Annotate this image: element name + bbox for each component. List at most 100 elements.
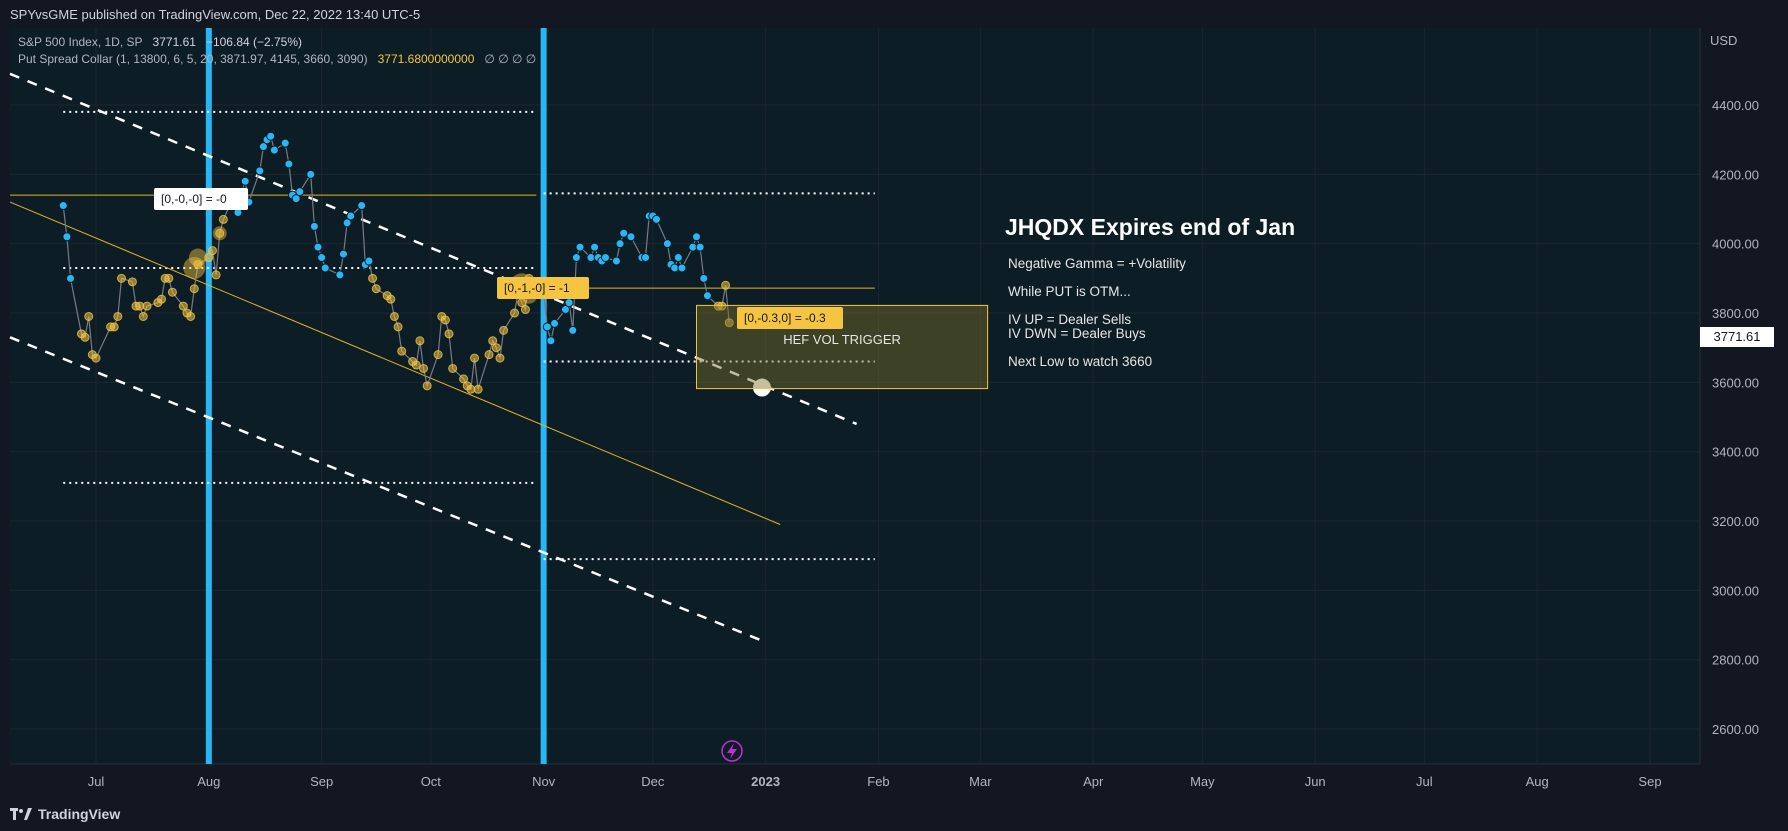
- price-point: [284, 159, 294, 169]
- price-point: [357, 201, 367, 211]
- x-tick-label: Sep: [310, 774, 333, 789]
- price-point: [306, 169, 316, 179]
- price-point: [415, 336, 425, 346]
- price-point: [611, 256, 621, 266]
- price-point: [317, 253, 327, 263]
- price-point: [568, 325, 578, 335]
- price-point: [342, 218, 352, 228]
- price-point: [386, 294, 396, 304]
- tag-2: [0,-1,-0] = -1: [504, 281, 570, 295]
- price-point: [189, 284, 199, 294]
- price-point: [80, 332, 90, 342]
- price-point: [677, 263, 687, 273]
- price-point: [499, 325, 509, 335]
- highlight-bubble: [183, 256, 206, 279]
- price-point: [564, 298, 574, 308]
- legend-symbol-row: S&P 500 Index, 1D, SP 3771.61 −106.84 (−…: [18, 34, 536, 51]
- price-point: [266, 131, 276, 141]
- price-point: [313, 242, 323, 252]
- price-point: [240, 176, 250, 186]
- flash-icon-bolt: [727, 743, 737, 759]
- price-point: [389, 311, 399, 321]
- annotation-line: Next Low to watch 3660: [1008, 354, 1152, 369]
- price-point: [419, 363, 429, 373]
- price-point: [109, 322, 119, 332]
- vol-trigger-label: HEF VOL TRIGGER: [783, 332, 901, 347]
- price-point: [411, 360, 421, 370]
- price-point: [291, 194, 301, 204]
- price-point: [626, 232, 636, 242]
- annotation-title: JHQDX Expires end of Jan: [1005, 214, 1295, 240]
- price-point: [575, 242, 585, 252]
- gold-trend-line: [9, 201, 781, 525]
- price-point: [84, 311, 94, 321]
- x-tick-label: Jun: [1305, 774, 1326, 789]
- price-point: [444, 329, 454, 339]
- price-point: [91, 353, 101, 363]
- price-point: [651, 214, 661, 224]
- price-point: [699, 273, 709, 283]
- price-point: [368, 273, 378, 283]
- price-point: [269, 145, 279, 155]
- currency-label: USD: [1710, 33, 1738, 48]
- price-point: [335, 270, 345, 280]
- price-point: [641, 253, 651, 263]
- x-tick-label: Nov: [532, 774, 556, 789]
- x-tick-label: Apr: [1083, 774, 1104, 789]
- price-point: [116, 273, 126, 283]
- price-point: [495, 353, 505, 363]
- price-point: [491, 343, 501, 353]
- y-tick-label: 4000.00: [1712, 237, 1759, 252]
- y-tick-label: 3800.00: [1712, 306, 1759, 321]
- legend-change: −106.84 (−2.75%): [205, 35, 303, 49]
- tradingview-logo[interactable]: TradingView: [0, 806, 120, 822]
- price-point: [157, 294, 167, 304]
- x-tick-label: Oct: [421, 774, 442, 789]
- tradingview-icon: [10, 807, 32, 820]
- price-point: [320, 263, 330, 273]
- x-tick-label: Aug: [1526, 774, 1549, 789]
- current-price-badge: 3771.61: [1700, 327, 1774, 347]
- x-tick-label: Dec: [641, 774, 665, 789]
- price-point: [695, 242, 705, 252]
- tag-3: [0,-0.3,0] = -0.3: [744, 311, 826, 325]
- highlight-bubble: [188, 248, 207, 267]
- tag-1-bg: [154, 188, 248, 210]
- annotation-line: IV UP = Dealer Sells: [1008, 312, 1131, 327]
- legend: S&P 500 Index, 1D, SP 3771.61 −106.84 (−…: [18, 34, 536, 68]
- price-point: [448, 363, 458, 373]
- x-tick-label: Sep: [1638, 774, 1661, 789]
- y-tick-label: 3000.00: [1712, 583, 1759, 598]
- legend-indicator-value: 3771.6800000000: [377, 52, 475, 66]
- price-point: [510, 308, 520, 318]
- y-tick-label: 4400.00: [1712, 98, 1759, 113]
- price-point: [58, 201, 68, 211]
- price-point: [178, 301, 188, 311]
- price-chart[interactable]: 4400.00 4200.00 4000.00 3800.00 3600.00 3400.…: [0, 28, 1788, 796]
- price-point: [484, 350, 494, 360]
- annotation-line: While PUT is OTM...: [1008, 284, 1131, 299]
- price-point: [167, 287, 177, 297]
- price-point: [542, 322, 552, 332]
- price-point: [546, 336, 556, 346]
- price-point: [66, 273, 76, 283]
- annotation-line: IV DWN = Dealer Buys: [1008, 326, 1146, 341]
- price-point: [255, 166, 265, 176]
- price-point: [113, 311, 123, 321]
- price-axis: [1700, 28, 1788, 796]
- price-point: [473, 384, 483, 394]
- x-tick-label: Jul: [88, 774, 105, 789]
- legend-symbol: S&P 500 Index, 1D, SP: [18, 35, 143, 49]
- price-point: [397, 346, 407, 356]
- legend-indicator-flags: ∅ ∅ ∅ ∅: [484, 52, 537, 66]
- publish-bar: SPYvsGME published on TradingView.com, D…: [0, 0, 1788, 28]
- tag-1: [0,-0,-0] = -0: [161, 192, 227, 206]
- price-point: [662, 239, 672, 249]
- price-point: [204, 253, 214, 263]
- price-point: [702, 291, 712, 301]
- publish-line: SPYvsGME published on TradingView.com, D…: [10, 7, 421, 22]
- price-point: [211, 270, 221, 280]
- price-point: [590, 242, 600, 252]
- y-tick-label: 3600.00: [1712, 375, 1759, 390]
- target-dot: [753, 378, 771, 397]
